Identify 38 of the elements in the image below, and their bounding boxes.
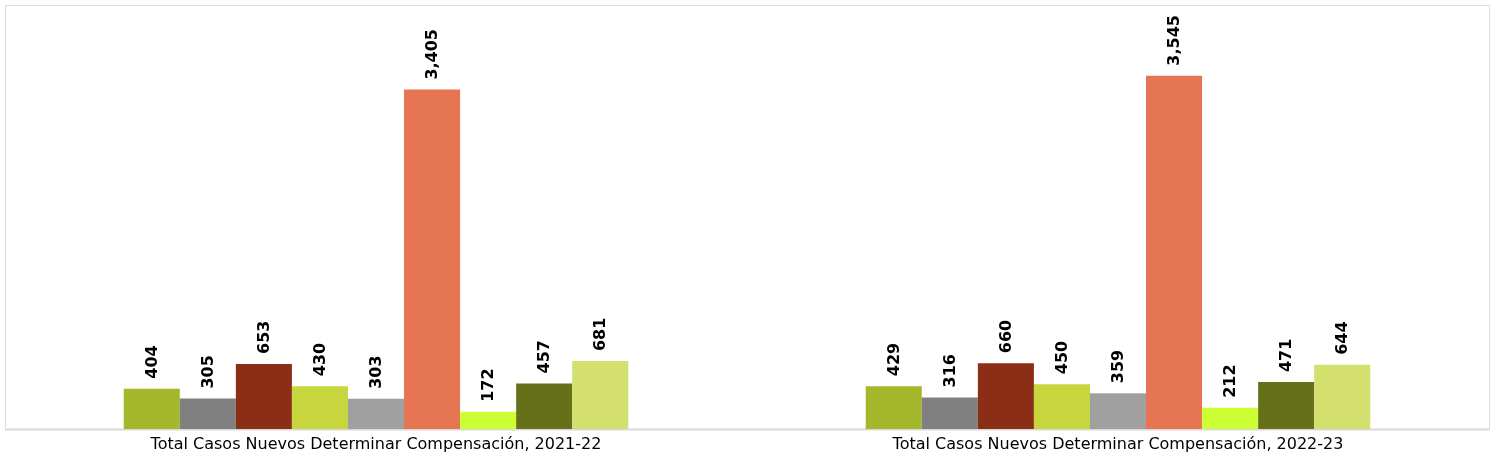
bar: [291, 386, 348, 429]
bar: [1033, 384, 1090, 429]
bar: [977, 363, 1034, 429]
data-label: 681: [590, 317, 610, 352]
x-tick-label: Total Casos Nuevos Determinar Compensación, 2021-22: [149, 433, 602, 453]
data-label: 303: [366, 355, 385, 389]
bar: [572, 361, 629, 429]
x-tick-label: Total Casos Nuevos Determinar Compensación, 2022-23: [891, 433, 1344, 453]
bar: [235, 363, 292, 429]
data-label: 3,405: [422, 29, 442, 80]
data-label: 653: [253, 320, 273, 354]
data-label: 644: [1332, 321, 1352, 355]
bar: [1314, 364, 1371, 429]
bar: [460, 411, 517, 429]
data-label: 172: [478, 368, 498, 402]
data-label: 430: [309, 342, 329, 377]
data-label: 305: [197, 355, 217, 389]
bar: [1258, 382, 1315, 429]
data-label: 450: [1051, 340, 1071, 375]
bar: [1146, 75, 1203, 429]
data-label: 660: [995, 319, 1015, 354]
bar: [1089, 393, 1147, 429]
data-label: 471: [1276, 338, 1296, 373]
bar: [516, 383, 573, 429]
data-label: 429: [883, 342, 903, 377]
bar: [865, 386, 922, 429]
data-label: 457: [534, 340, 554, 374]
bar: [404, 89, 461, 429]
data-label: 359: [1108, 349, 1127, 384]
bar: [179, 398, 236, 429]
bar: [921, 397, 978, 429]
data-label: 3,545: [1164, 15, 1184, 66]
data-label: 212: [1220, 364, 1240, 398]
data-label: 404: [141, 345, 161, 379]
data-label: 316: [939, 354, 959, 388]
bar: [1202, 407, 1259, 429]
bar: [123, 388, 180, 429]
bar: [347, 398, 405, 429]
